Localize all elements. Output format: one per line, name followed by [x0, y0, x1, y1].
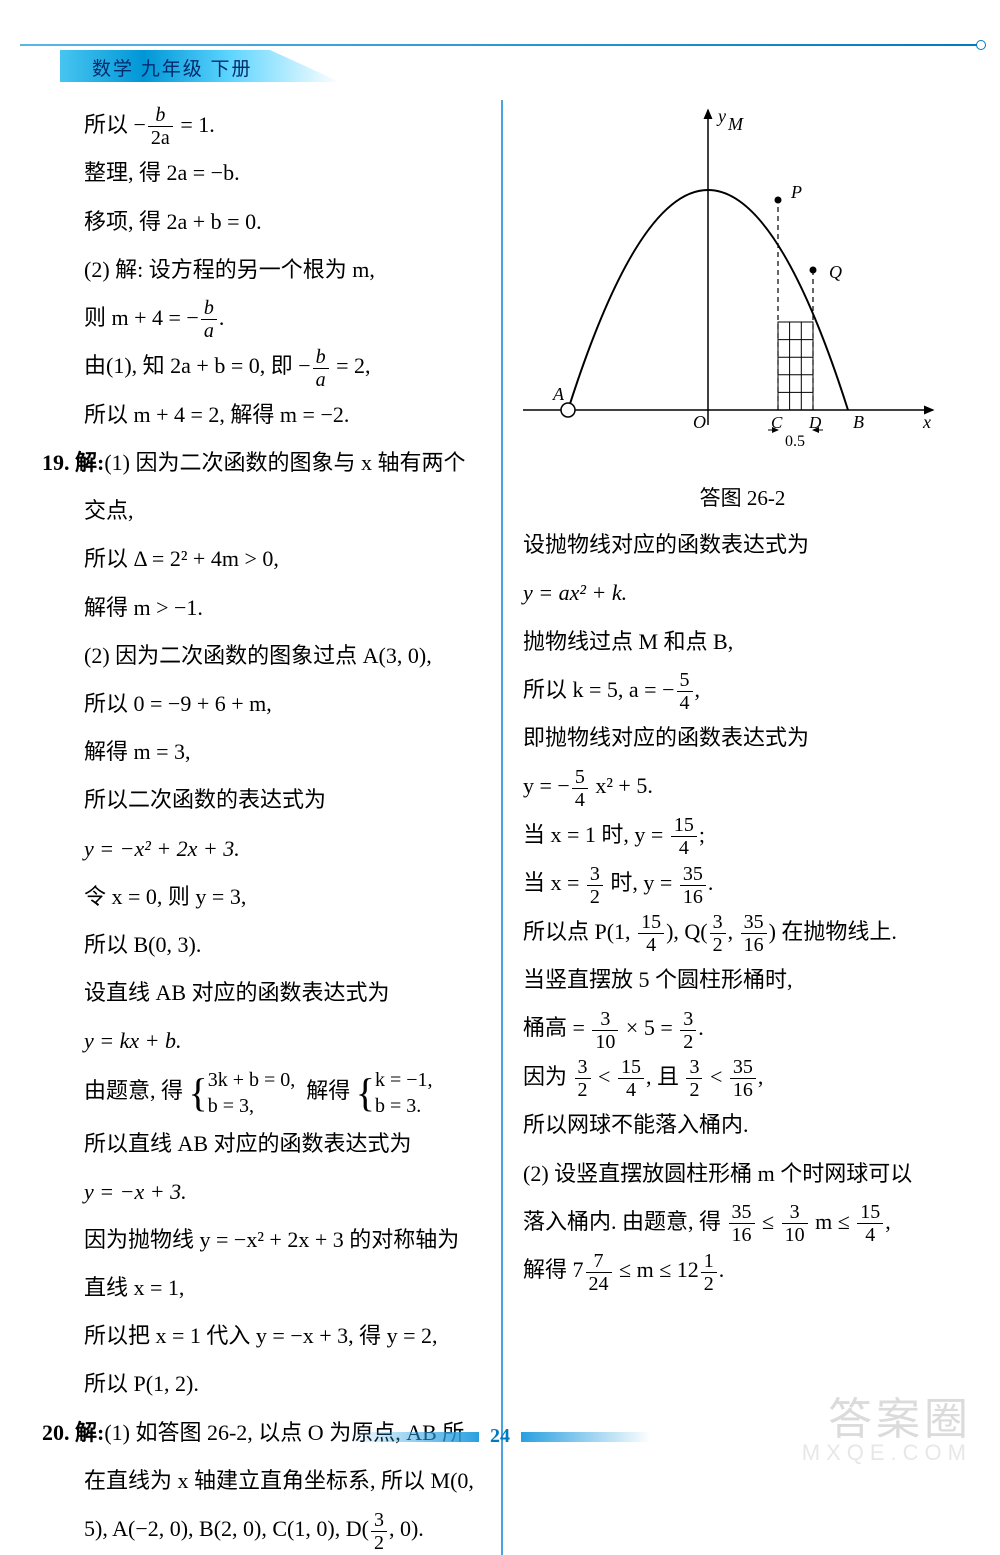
t: 所以网球不能落入桶内.: [523, 1102, 962, 1148]
svg-text:D: D: [808, 413, 822, 432]
t: y = −x + 3.: [42, 1169, 481, 1215]
svg-text:Q: Q: [829, 262, 842, 282]
t: 抛物线过点 M 和点 B,: [523, 619, 962, 665]
t: 当竖直摆放 5 个圆柱形桶时,: [523, 957, 962, 1003]
svg-text:x: x: [922, 412, 931, 432]
t: 令 x = 0, 则 y = 3,: [42, 874, 481, 920]
t: .: [708, 870, 714, 895]
t: 所以直线 AB 对应的函数表达式为: [42, 1121, 481, 1167]
t: ) 在抛物线上.: [769, 919, 897, 944]
t: 由题意, 得: [84, 1078, 183, 1103]
svg-text:y: y: [716, 106, 726, 126]
t: m ≤: [810, 1209, 856, 1234]
t: 设直线 AB 对应的函数表达式为: [42, 970, 481, 1016]
t: .: [719, 1257, 725, 1282]
svg-text:0.5: 0.5: [785, 433, 805, 450]
svg-text:C: C: [771, 413, 783, 432]
t: (2) 解: 设方程的另一个根为 m,: [42, 247, 481, 293]
t: <: [704, 1064, 727, 1089]
t: .: [698, 1015, 704, 1040]
svg-text:M: M: [727, 114, 744, 134]
t: ,: [758, 1064, 764, 1089]
t: (1) 因为二次函数的图象与 x 轴有两个: [104, 450, 465, 475]
t: (2) 设竖直摆放圆柱形桶 m 个时网球可以: [523, 1151, 962, 1197]
svg-text:A: A: [552, 384, 565, 404]
t: 在直线为 x 轴建立直角坐标系, 所以 M(0,: [42, 1458, 481, 1504]
t: y = −x² + 2x + 3.: [42, 826, 481, 872]
t: 所以 −: [84, 112, 146, 137]
svg-text:B: B: [853, 412, 864, 432]
t: 所以 P(1, 2).: [42, 1361, 481, 1407]
t: 落入桶内. 由题意, 得: [523, 1209, 727, 1234]
t: 解得 m > −1.: [42, 585, 481, 631]
t: 整理, 得 2a = −b.: [42, 150, 481, 196]
t: 所以 m + 4 = 2, 解得 m = −2.: [42, 392, 481, 438]
t: 交点,: [42, 488, 481, 534]
t: 解得: [306, 1078, 350, 1103]
t: 所以点 P(1,: [523, 919, 636, 944]
t: 解得 7: [523, 1257, 584, 1282]
t: 解得 m = 3,: [42, 729, 481, 775]
t: y = kx + b.: [42, 1018, 481, 1064]
watermark: 答案圈 MXQE.COM: [802, 1398, 972, 1464]
right-column: y M P Q A O C D B x 0.5 答图 26-2 设抛物线对应的函…: [503, 100, 972, 1555]
t: ,: [885, 1209, 891, 1234]
t: 因为抛物线 y = −x² + 2x + 3 的对称轴为: [42, 1217, 481, 1263]
header-rule: [20, 44, 980, 46]
t: y = ax² + k.: [523, 570, 962, 616]
header-text: 数学 九年级 下册: [92, 54, 253, 81]
t: = 2,: [331, 353, 371, 378]
t: 所以 Δ = 2² + 4m > 0,: [42, 536, 481, 582]
t: 直线 x = 1,: [42, 1265, 481, 1311]
t: ,: [695, 677, 701, 702]
t: 因为: [523, 1064, 573, 1089]
t: 时, y =: [605, 870, 678, 895]
t: × 5 =: [620, 1015, 678, 1040]
figure-parabola: y M P Q A O C D B x 0.5: [513, 100, 943, 460]
t: y = −: [523, 773, 570, 798]
t: 所以 B(0, 3).: [42, 922, 481, 968]
figure-caption: 答图 26-2: [523, 476, 962, 520]
t: 移项, 得 2a + b = 0.: [42, 199, 481, 245]
t: (2) 因为二次函数的图象过点 A(3, 0),: [42, 633, 481, 679]
t: .: [219, 305, 225, 330]
t: 5), A(−2, 0), B(2, 0), C(1, 0), D(: [84, 1516, 369, 1541]
t: <: [593, 1064, 616, 1089]
t: ;: [699, 822, 705, 847]
q19: 19. 解:: [42, 450, 104, 475]
t: 所以 k = 5, a = −: [523, 677, 675, 702]
t: 设抛物线对应的函数表达式为: [523, 522, 962, 568]
t: = 1.: [175, 112, 215, 137]
t: ,: [728, 919, 739, 944]
t: 所以 0 = −9 + 6 + m,: [42, 681, 481, 727]
t: 由(1), 知 2a + b = 0, 即 −: [84, 353, 311, 378]
t: ), Q(: [666, 919, 708, 944]
t: 桶高 =: [523, 1015, 590, 1040]
t: , 且: [646, 1064, 685, 1089]
t: 则 m + 4 = −: [84, 305, 199, 330]
t: 所以把 x = 1 代入 y = −x + 3, 得 y = 2,: [42, 1313, 481, 1359]
t: 所以二次函数的表达式为: [42, 777, 481, 823]
t: 即抛物线对应的函数表达式为: [523, 715, 962, 761]
header-dot: [976, 40, 986, 50]
svg-text:P: P: [790, 182, 802, 202]
t: ≤ m ≤ 12: [614, 1257, 699, 1282]
t: ≤: [757, 1209, 780, 1234]
svg-text:O: O: [693, 412, 706, 432]
t: 当 x = 1 时, y =: [523, 822, 669, 847]
left-column: 所以 −b2a = 1. 整理, 得 2a = −b. 移项, 得 2a + b…: [32, 100, 503, 1555]
t: x² + 5.: [590, 773, 653, 798]
page-number: 24: [490, 1425, 510, 1447]
t: , 0).: [389, 1516, 424, 1541]
t: 当 x =: [523, 870, 585, 895]
